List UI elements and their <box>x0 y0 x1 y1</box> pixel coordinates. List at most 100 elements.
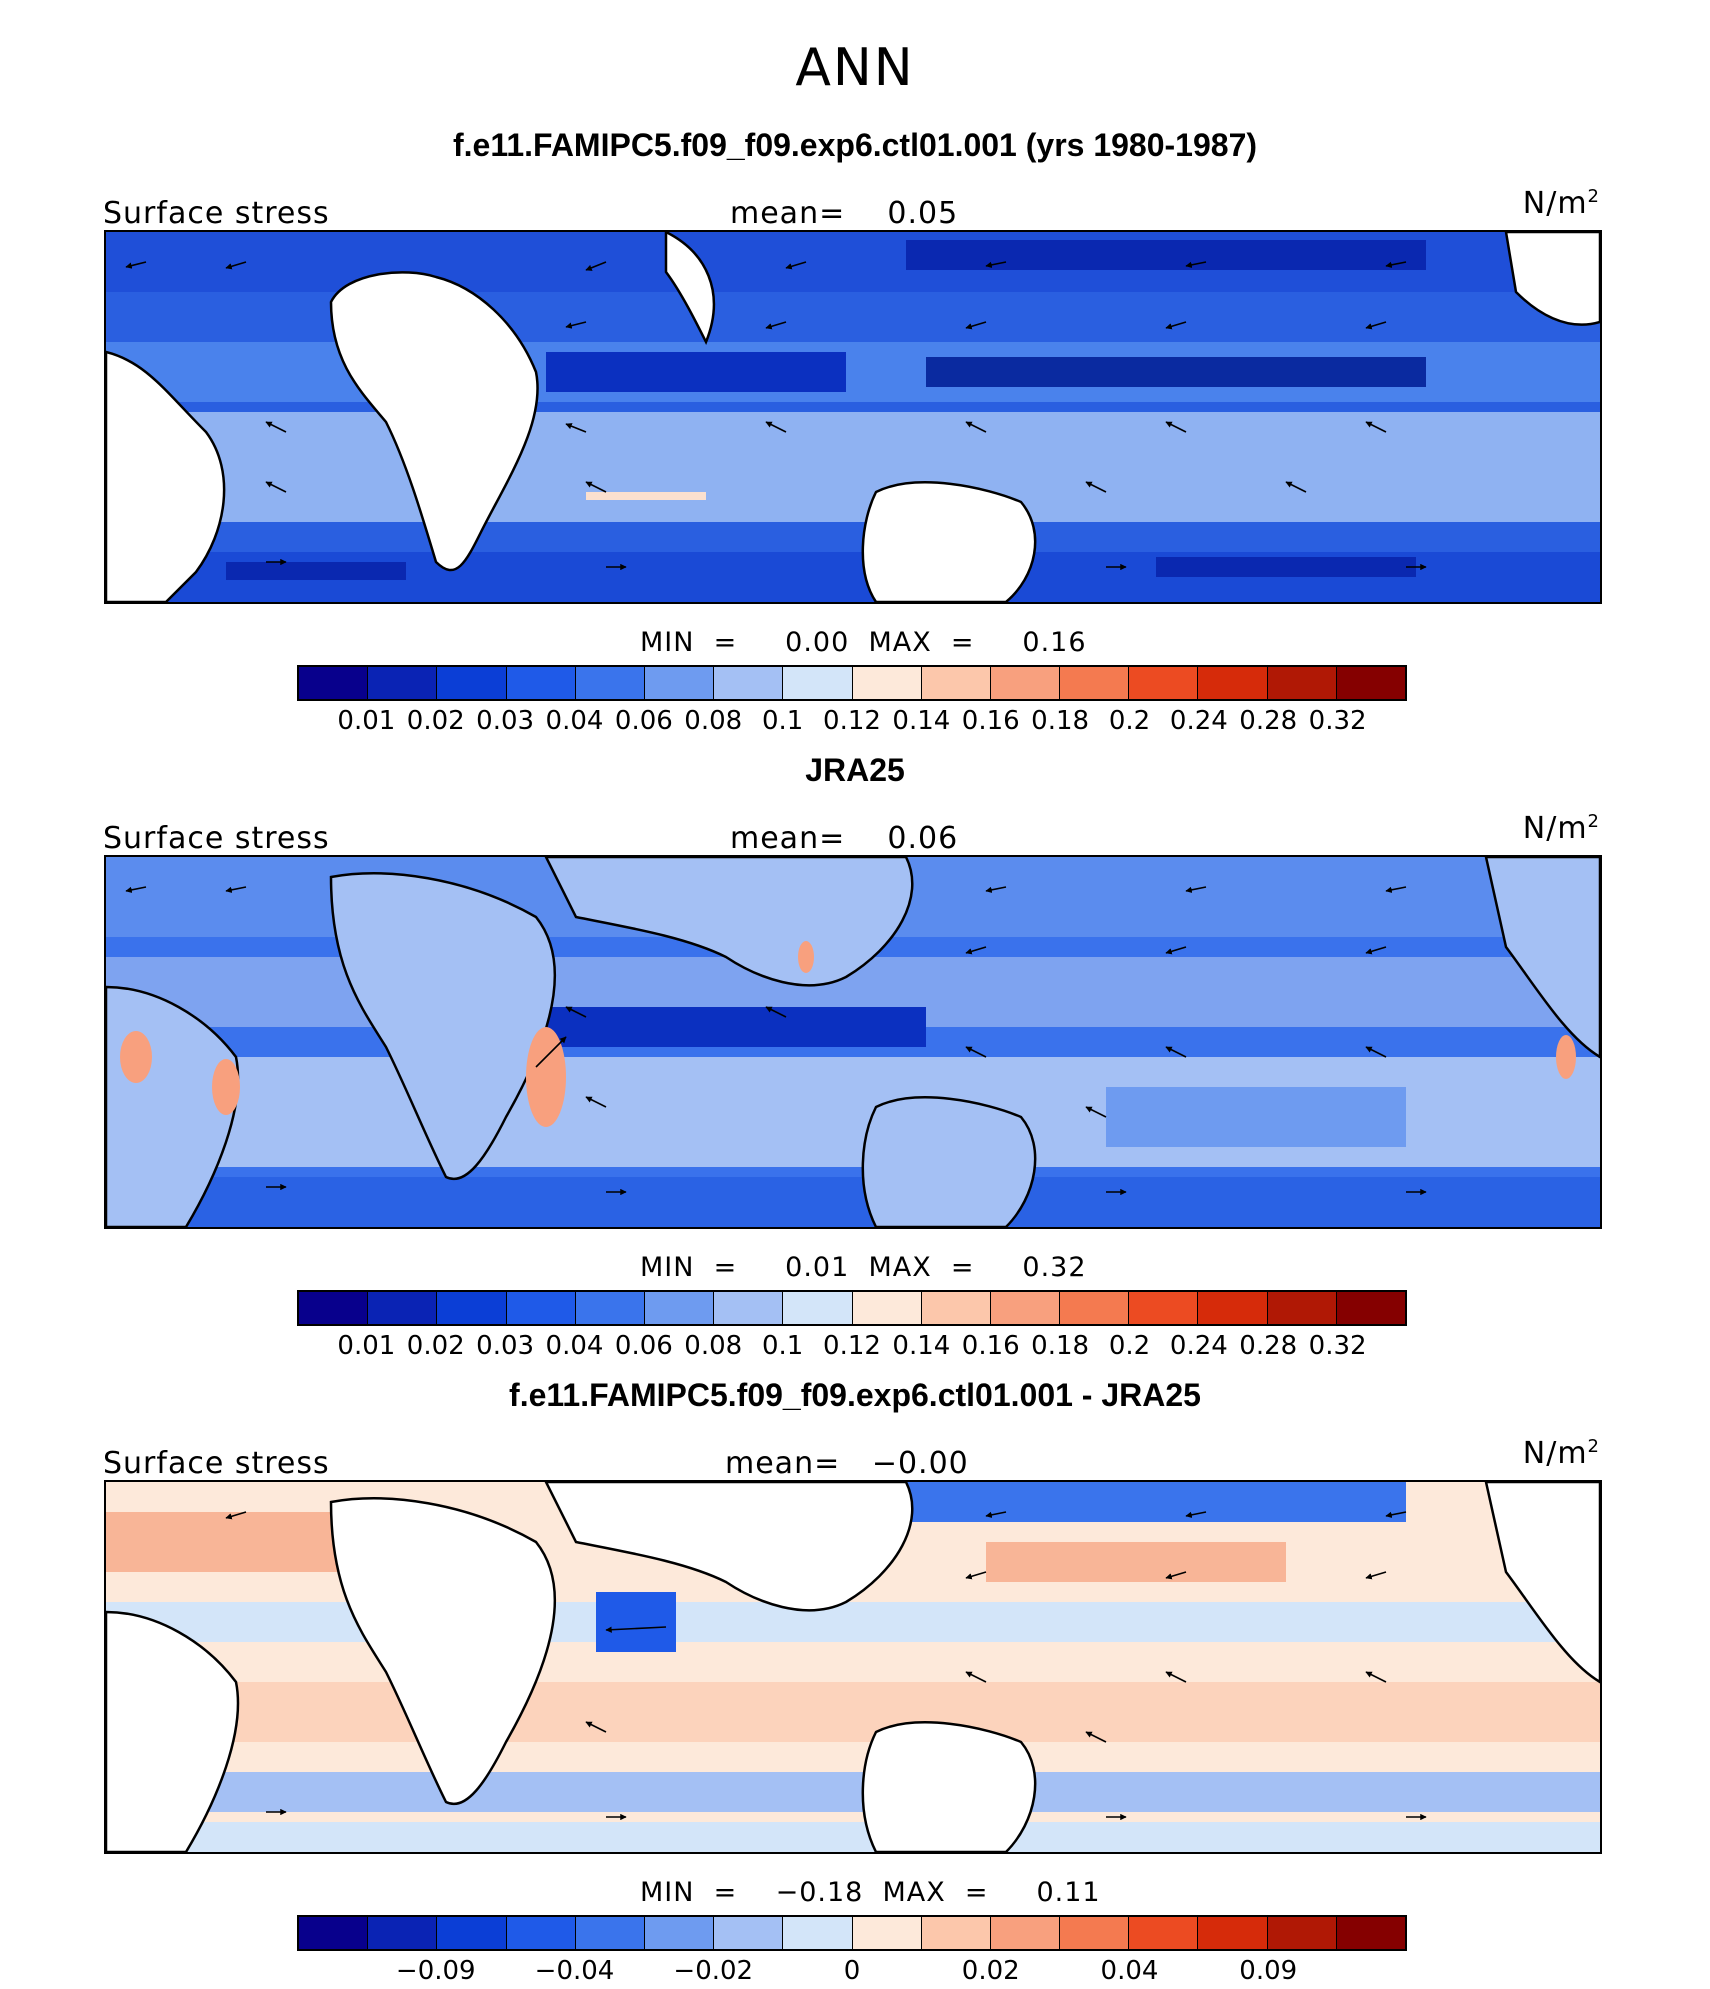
colorbar-swatch <box>506 667 576 699</box>
colorbar-swatch <box>921 1917 991 1949</box>
colorbar-swatch <box>1060 1292 1130 1324</box>
figure-title: ANN <box>795 38 915 98</box>
colorbar-swatch <box>1267 1917 1337 1949</box>
panel-3-map <box>104 1480 1602 1854</box>
colorbar-swatch <box>1198 1292 1268 1324</box>
colorbar-label: −0.02 <box>673 1956 754 1986</box>
colorbar-label: 0.06 <box>614 706 673 736</box>
colorbar-label: 0.2 <box>1108 1331 1151 1361</box>
colorbar-label: 0.2 <box>1108 706 1151 736</box>
panel-3-colorbar-labels: −0.09 −0.04 −0.02 0 0.02 0.04 0.09 <box>297 1956 1407 1986</box>
panel-2-mean: mean= 0.06 <box>730 821 959 856</box>
panel-2-map <box>104 855 1602 1229</box>
colorbar-swatch <box>783 667 853 699</box>
colorbar-label: 0.16 <box>961 706 1020 736</box>
panel-2-colorbar <box>297 1290 1407 1326</box>
colorbar-swatch <box>990 1292 1061 1324</box>
colorbar-swatch <box>644 1292 715 1324</box>
panel-3-title: f.e11.FAMIPC5.f09_f09.exp6.ctl01.001 - J… <box>509 1377 1201 1413</box>
panel-1-colorbar <box>297 665 1407 701</box>
colorbar-label: 0 <box>843 1956 861 1986</box>
colorbar-swatch <box>1060 1917 1130 1949</box>
colorbar-swatch <box>575 667 645 699</box>
high-stress-spots <box>120 941 1576 1127</box>
colorbar-swatch <box>644 1917 715 1949</box>
colorbar-swatch <box>299 1292 369 1324</box>
colorbar-swatch <box>783 1292 853 1324</box>
colorbar-label: 0.09 <box>1239 1956 1298 1986</box>
colorbar-label: 0.01 <box>337 706 396 736</box>
colorbar-label: 0.32 <box>1308 1331 1367 1361</box>
colorbar-label: −0.09 <box>395 1956 476 1986</box>
panel-1-map <box>104 230 1602 604</box>
colorbar-swatch <box>575 1292 645 1324</box>
panel-3-units: N/m2 <box>1522 1436 1600 1471</box>
panel-3-minmax: MIN = −0.18 MAX = 0.11 <box>640 1877 1101 1908</box>
panel-1-minmax: MIN = 0.00 MAX = 0.16 <box>640 627 1087 658</box>
colorbar-label: 0.02 <box>406 706 465 736</box>
colorbar-swatch <box>1336 1917 1405 1949</box>
colorbar-swatch <box>714 1917 784 1949</box>
colorbar-swatch <box>575 1917 645 1949</box>
colorbar-label: 0.12 <box>823 1331 881 1361</box>
colorbar-label: 0.04 <box>545 1331 604 1361</box>
colorbar-swatch <box>437 667 507 699</box>
colorbar-label: 0.14 <box>892 706 951 736</box>
colorbar-swatch <box>644 667 715 699</box>
colorbar-swatch <box>1129 667 1199 699</box>
colorbar-label: 0.03 <box>476 1331 535 1361</box>
colorbar-label: 0.24 <box>1169 706 1228 736</box>
colorbar-label: 0.04 <box>1100 1956 1159 1986</box>
colorbar-label: 0.18 <box>1031 1331 1090 1361</box>
panel-3-mean: mean= −0.00 <box>725 1446 969 1481</box>
colorbar-label: 0.04 <box>545 706 604 736</box>
colorbar-swatch <box>990 1917 1061 1949</box>
wind-vectors <box>125 261 1427 571</box>
land-mass <box>106 1482 1600 1852</box>
colorbar-label: 0.02 <box>961 1956 1020 1986</box>
colorbar-swatch <box>714 1292 784 1324</box>
colorbar-label: 0.28 <box>1239 706 1298 736</box>
colorbar-swatch <box>1267 1292 1337 1324</box>
colorbar-swatch <box>921 1292 991 1324</box>
panel-2-colorbar-labels: 0.01 0.02 0.03 0.04 0.06 0.08 0.1 0.12 0.14 0.16 0… <box>297 1331 1407 1361</box>
colorbar-swatch <box>1060 667 1130 699</box>
colorbar-swatch <box>921 667 991 699</box>
panel-1-colorbar-labels: 0.01 0.02 0.03 0.04 0.06 0.08 0.1 0.12 0.14 0.16 0… <box>297 706 1407 736</box>
panel-3-colorbar <box>297 1915 1407 1951</box>
colorbar-swatch <box>299 1917 369 1949</box>
colorbar-label: 0.24 <box>1169 1331 1228 1361</box>
colorbar-swatch <box>437 1292 507 1324</box>
colorbar-swatch <box>990 667 1061 699</box>
colorbar-swatch <box>299 667 369 699</box>
colorbar-swatch <box>852 1292 922 1324</box>
colorbar-label: 0.08 <box>684 706 743 736</box>
panel-1-title: f.e11.FAMIPC5.f09_f09.exp6.ctl01.001 (yr… <box>452 127 1258 163</box>
colorbar-swatch <box>1198 667 1268 699</box>
panel-2-units: N/m2 <box>1522 811 1600 846</box>
colorbar-label: 0.08 <box>684 1331 743 1361</box>
colorbar-swatch <box>1267 667 1337 699</box>
colorbar-swatch <box>1336 667 1405 699</box>
colorbar-label: 0.1 <box>761 706 804 736</box>
panel-3-field-label: Surface stress <box>103 1446 330 1481</box>
colorbar-label: 0.14 <box>892 1331 951 1361</box>
panel-2-minmax: MIN = 0.01 MAX = 0.32 <box>640 1252 1087 1283</box>
panel-1-field-label: Surface stress <box>103 196 330 231</box>
colorbar-label: 0.16 <box>961 1331 1020 1361</box>
colorbar-swatch <box>1198 1917 1268 1949</box>
colorbar-swatch <box>437 1917 507 1949</box>
colorbar-label: 0.03 <box>476 706 535 736</box>
colorbar-label: 0.32 <box>1308 706 1367 736</box>
colorbar-swatch <box>1129 1917 1199 1949</box>
colorbar-label: −0.04 <box>534 1956 615 1986</box>
wind-vectors <box>225 1511 1427 1821</box>
colorbar-swatch <box>368 1292 438 1324</box>
colorbar-swatch <box>1336 1292 1405 1324</box>
colorbar-swatch <box>506 1292 576 1324</box>
colorbar-swatch <box>506 1917 576 1949</box>
colorbar-swatch <box>852 667 922 699</box>
land-mass <box>106 232 1600 602</box>
panel-1-mean: mean= 0.05 <box>730 196 959 231</box>
colorbar-label: 0.06 <box>614 1331 673 1361</box>
